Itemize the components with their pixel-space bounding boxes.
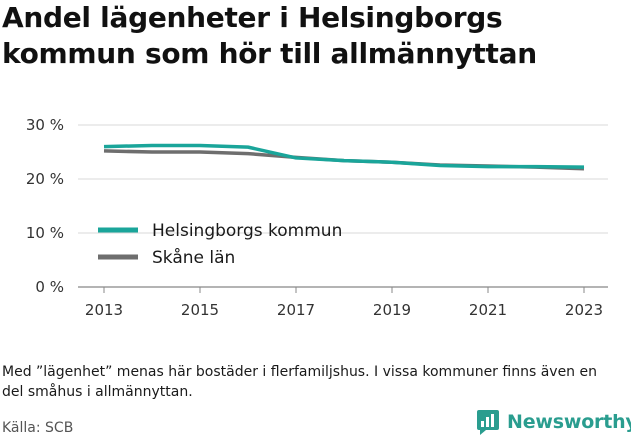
- newsworthy-logo: Newsworthy: [476, 408, 631, 436]
- x-axis-ticks: 2013 2015 2017 2019 2021 2023: [85, 287, 603, 319]
- legend: Helsingborgs kommun Skåne län: [98, 221, 342, 268]
- series-line: [103, 143, 585, 169]
- x-tick-label: 2015: [181, 301, 219, 319]
- x-tick-label: 2019: [373, 301, 411, 319]
- footnote: Med ”lägenhet” menas här bostäder i fler…: [2, 364, 597, 400]
- x-tick-label: 2017: [277, 301, 315, 319]
- line-chart: 0 % 10 % 20 % 30 % 2013 2015 2017 2019 2021 2023…: [26, 116, 608, 319]
- y-tick-label: 20 %: [26, 170, 64, 188]
- y-tick-label: 30 %: [26, 116, 64, 134]
- x-tick-label: 2023: [565, 301, 603, 319]
- series-lines: [103, 143, 585, 171]
- chart-title: Andel lägenheter i Helsingborgs kommun s…: [2, 1, 537, 70]
- y-tick-label: 0 %: [35, 278, 64, 296]
- legend-label: Helsingborgs kommun: [152, 221, 342, 241]
- newsworthy-logo-icon: [477, 410, 499, 435]
- y-axis-ticks: 0 % 10 % 20 % 30 %: [26, 116, 64, 296]
- gridlines: [78, 124, 608, 288]
- source-label: Källa: SCB: [2, 420, 74, 436]
- brand-name: Newsworthy: [507, 411, 631, 433]
- x-tick-label: 2013: [85, 301, 123, 319]
- legend-label: Skåne län: [152, 247, 235, 268]
- x-tick-label: 2021: [469, 301, 507, 319]
- y-tick-label: 10 %: [26, 224, 64, 242]
